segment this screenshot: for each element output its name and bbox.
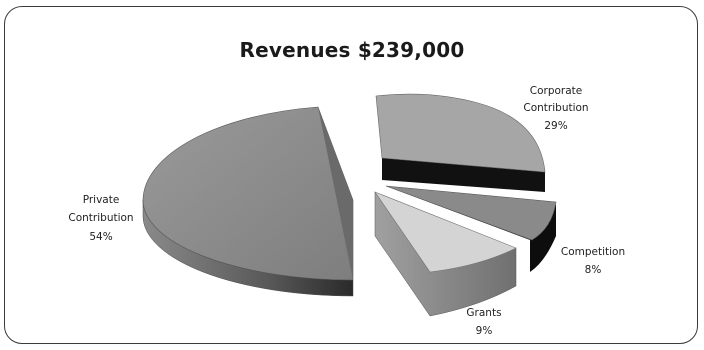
slice-grants-top xyxy=(374,191,517,273)
slice-corporate-top xyxy=(375,93,546,173)
slice-competition-top xyxy=(385,185,557,241)
slice-corporate-contribution xyxy=(375,93,546,192)
slice-private-top xyxy=(142,106,354,281)
slice-grants xyxy=(374,191,517,317)
label-private-name-a: Private xyxy=(83,194,120,206)
label-grants-name: Grants xyxy=(466,307,501,319)
label-competition-percent: 8% xyxy=(585,264,602,276)
label-private-percent: 54% xyxy=(89,231,112,243)
label-corporate-percent: 29% xyxy=(544,120,567,132)
label-private-name-b: Contribution xyxy=(68,212,133,224)
slice-corporate-dark-side xyxy=(382,158,545,192)
label-competition-name: Competition xyxy=(561,246,625,258)
chart-title: Revenues $239,000 xyxy=(239,38,465,62)
label-corporate-name-b: Contribution xyxy=(523,102,588,114)
label-grants-percent: 9% xyxy=(476,325,493,337)
slice-competition xyxy=(385,185,557,272)
slice-private-contribution xyxy=(142,106,354,297)
label-corporate-name-a: Corporate xyxy=(530,85,583,97)
slice-private-cut-face xyxy=(318,107,353,296)
